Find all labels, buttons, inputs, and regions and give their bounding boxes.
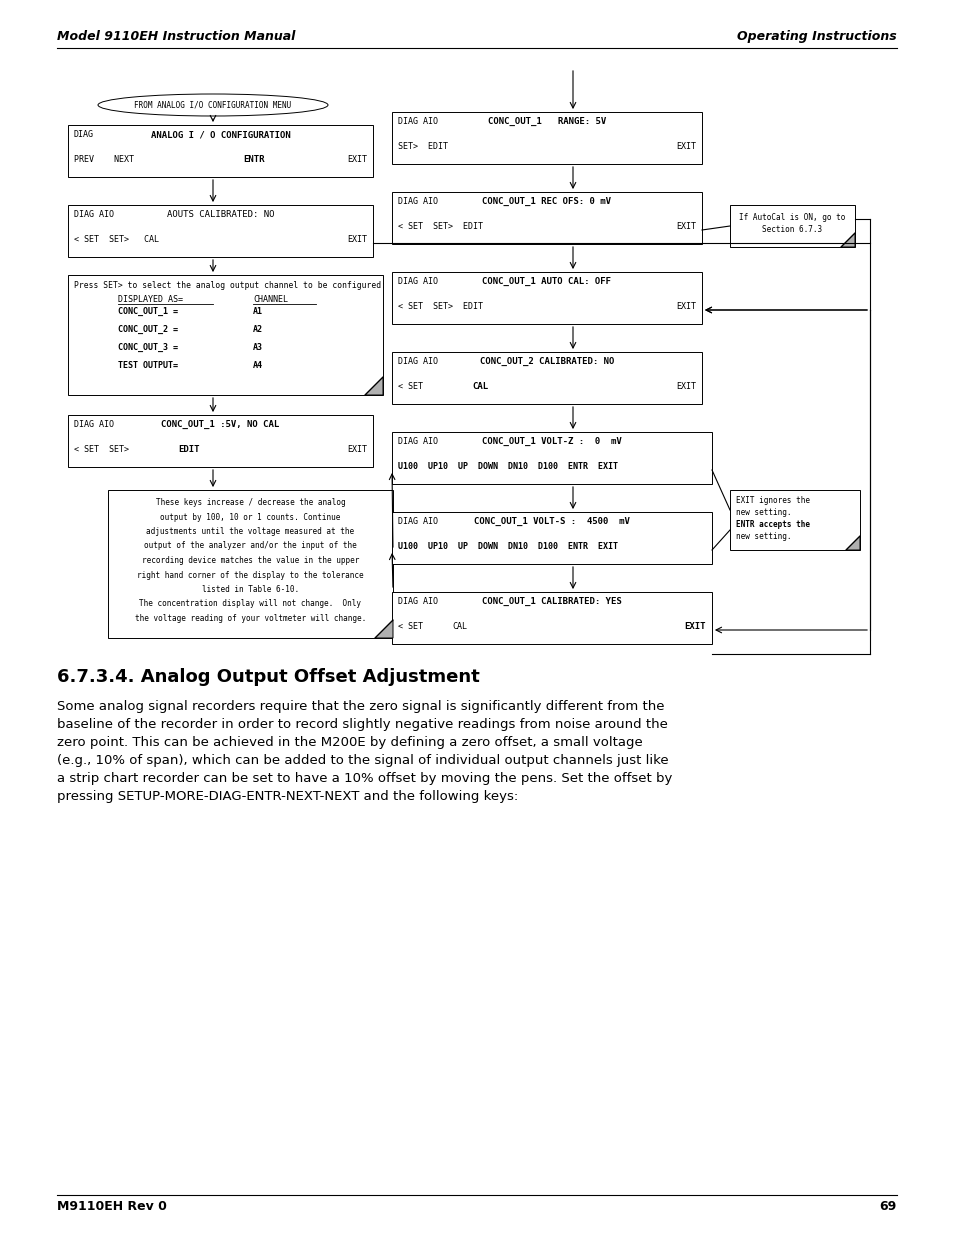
Bar xyxy=(392,592,711,643)
Text: U100  UP10  UP  DOWN  DN10  D100  ENTR  EXIT: U100 UP10 UP DOWN DN10 D100 ENTR EXIT xyxy=(397,462,618,471)
Text: A1: A1 xyxy=(253,308,263,316)
Text: CONC_OUT_2 =: CONC_OUT_2 = xyxy=(118,325,178,335)
Text: M9110EH Rev 0: M9110EH Rev 0 xyxy=(57,1200,167,1213)
Bar xyxy=(729,205,854,247)
Text: TEST OUTPUT=: TEST OUTPUT= xyxy=(118,361,178,370)
Text: baseline of the recorder in order to record slightly negative readings from nois: baseline of the recorder in order to rec… xyxy=(57,718,667,731)
Text: CONC_OUT_1   RANGE: 5V: CONC_OUT_1 RANGE: 5V xyxy=(487,117,605,126)
Text: listed in Table 6-10.: listed in Table 6-10. xyxy=(202,585,298,594)
Bar xyxy=(68,415,373,467)
Text: CAL: CAL xyxy=(472,382,488,391)
Text: right hand corner of the display to the tolerance: right hand corner of the display to the … xyxy=(137,571,363,579)
Bar xyxy=(108,490,393,638)
Text: Section 6.7.3: Section 6.7.3 xyxy=(761,225,821,233)
Polygon shape xyxy=(375,620,393,638)
Text: Press SET> to select the analog output channel to be configured:: Press SET> to select the analog output c… xyxy=(74,282,386,290)
Text: DIAG AIO: DIAG AIO xyxy=(397,277,437,287)
Text: Operating Instructions: Operating Instructions xyxy=(737,30,896,43)
Ellipse shape xyxy=(98,94,328,116)
Text: < SET  SET>   CAL: < SET SET> CAL xyxy=(74,235,159,245)
Text: EXIT: EXIT xyxy=(676,382,696,391)
Text: Some analog signal recorders require that the zero signal is significantly diffe: Some analog signal recorders require tha… xyxy=(57,700,664,713)
Text: zero point. This can be achieved in the M200E by defining a zero offset, a small: zero point. This can be achieved in the … xyxy=(57,736,642,748)
Text: Model 9110EH Instruction Manual: Model 9110EH Instruction Manual xyxy=(57,30,295,43)
Text: A4: A4 xyxy=(253,361,263,370)
Text: FROM ANALOG I/O CONFIGURATION MENU: FROM ANALOG I/O CONFIGURATION MENU xyxy=(134,100,292,110)
Text: DISPLAYED AS=: DISPLAYED AS= xyxy=(118,295,183,304)
Text: ENTR accepts the: ENTR accepts the xyxy=(735,520,809,529)
Polygon shape xyxy=(365,377,382,395)
Text: adjustments until the voltage measured at the: adjustments until the voltage measured a… xyxy=(146,527,355,536)
Text: These keys increase / decrease the analog: These keys increase / decrease the analo… xyxy=(155,498,345,508)
Text: < SET: < SET xyxy=(397,622,422,631)
Text: CHANNEL: CHANNEL xyxy=(253,295,288,304)
Text: output of the analyzer and/or the input of the: output of the analyzer and/or the input … xyxy=(144,541,356,551)
Text: EDIT: EDIT xyxy=(178,445,199,454)
Text: 6.7.3.4. Analog Output Offset Adjustment: 6.7.3.4. Analog Output Offset Adjustment xyxy=(57,668,479,685)
Text: DIAG AIO: DIAG AIO xyxy=(74,420,113,429)
Text: a strip chart recorder can be set to have a 10% offset by moving the pens. Set t: a strip chart recorder can be set to hav… xyxy=(57,772,672,785)
Text: < SET  SET>  EDIT: < SET SET> EDIT xyxy=(397,222,482,231)
Text: EXIT: EXIT xyxy=(676,142,696,151)
Text: < SET  SET>  EDIT: < SET SET> EDIT xyxy=(397,303,482,311)
Text: DIAG AIO: DIAG AIO xyxy=(397,198,437,206)
Bar xyxy=(729,490,859,550)
Text: CAL: CAL xyxy=(452,622,467,631)
Bar xyxy=(68,125,373,177)
Text: CONC_OUT_1 =: CONC_OUT_1 = xyxy=(118,308,178,316)
Text: < SET  SET>: < SET SET> xyxy=(74,445,129,454)
Text: The concentration display will not change.  Only: The concentration display will not chang… xyxy=(139,599,361,609)
Text: EXIT: EXIT xyxy=(676,222,696,231)
Text: EXIT: EXIT xyxy=(684,622,705,631)
Text: new setting.: new setting. xyxy=(735,532,791,541)
Text: CONC_OUT_2 CALIBRATED: NO: CONC_OUT_2 CALIBRATED: NO xyxy=(479,357,614,366)
Text: DIAG AIO: DIAG AIO xyxy=(397,437,437,446)
Text: EXIT: EXIT xyxy=(676,303,696,311)
Text: new setting.: new setting. xyxy=(735,508,791,517)
Text: CONC_OUT_1 CALIBRATED: YES: CONC_OUT_1 CALIBRATED: YES xyxy=(481,597,621,606)
Text: < SET: < SET xyxy=(397,382,422,391)
Text: the voltage reading of your voltmeter will change.: the voltage reading of your voltmeter wi… xyxy=(134,614,366,622)
Text: DIAG AIO: DIAG AIO xyxy=(397,597,437,606)
Bar xyxy=(392,352,701,404)
Text: CONC_OUT_1 REC OFS: 0 mV: CONC_OUT_1 REC OFS: 0 mV xyxy=(482,198,611,206)
Text: DIAG AIO: DIAG AIO xyxy=(397,117,437,126)
Text: EXIT: EXIT xyxy=(347,445,367,454)
Text: CONC_OUT_1 AUTO CAL: OFF: CONC_OUT_1 AUTO CAL: OFF xyxy=(482,277,611,287)
Text: CONC_OUT_3 =: CONC_OUT_3 = xyxy=(118,343,178,352)
Polygon shape xyxy=(845,536,859,550)
Text: DIAG AIO: DIAG AIO xyxy=(397,357,437,366)
Bar xyxy=(392,191,701,245)
Text: recording device matches the value in the upper: recording device matches the value in th… xyxy=(142,556,359,564)
Bar xyxy=(392,432,711,484)
Text: EXIT: EXIT xyxy=(347,235,367,245)
Text: pressing SETUP-MORE-DIAG-ENTR-NEXT-NEXT and the following keys:: pressing SETUP-MORE-DIAG-ENTR-NEXT-NEXT … xyxy=(57,790,517,803)
Text: ENTR: ENTR xyxy=(243,156,264,164)
Polygon shape xyxy=(841,233,854,247)
Text: DIAG AIO: DIAG AIO xyxy=(74,210,113,219)
Text: CONC_OUT_1 VOLT-Z :  0  mV: CONC_OUT_1 VOLT-Z : 0 mV xyxy=(481,437,621,446)
Bar xyxy=(392,513,711,564)
Bar xyxy=(392,112,701,164)
Text: A2: A2 xyxy=(253,325,263,333)
Text: EXIT: EXIT xyxy=(347,156,367,164)
Text: A3: A3 xyxy=(253,343,263,352)
Text: SET>  EDIT: SET> EDIT xyxy=(397,142,448,151)
Bar xyxy=(392,272,701,324)
Text: ANALOG I / O CONFIGURATION: ANALOG I / O CONFIGURATION xyxy=(151,130,290,140)
Text: 69: 69 xyxy=(879,1200,896,1213)
Text: U100  UP10  UP  DOWN  DN10  D100  ENTR  EXIT: U100 UP10 UP DOWN DN10 D100 ENTR EXIT xyxy=(397,542,618,551)
Text: AOUTS CALIBRATED: NO: AOUTS CALIBRATED: NO xyxy=(167,210,274,219)
Text: DIAG AIO: DIAG AIO xyxy=(397,517,437,526)
Text: DIAG: DIAG xyxy=(74,130,94,140)
Text: EXIT ignores the: EXIT ignores the xyxy=(735,496,809,505)
Bar xyxy=(68,205,373,257)
Text: If AutoCal is ON, go to: If AutoCal is ON, go to xyxy=(739,212,844,222)
Text: (e.g., 10% of span), which can be added to the signal of individual output chann: (e.g., 10% of span), which can be added … xyxy=(57,755,668,767)
Text: output by 100, 10 or 1 counts. Continue: output by 100, 10 or 1 counts. Continue xyxy=(160,513,340,521)
Bar xyxy=(68,275,382,395)
Text: CONC_OUT_1 :5V, NO CAL: CONC_OUT_1 :5V, NO CAL xyxy=(161,420,279,429)
Text: CONC_OUT_1 VOLT-S :  4500  mV: CONC_OUT_1 VOLT-S : 4500 mV xyxy=(474,517,629,526)
Text: PREV    NEXT: PREV NEXT xyxy=(74,156,133,164)
